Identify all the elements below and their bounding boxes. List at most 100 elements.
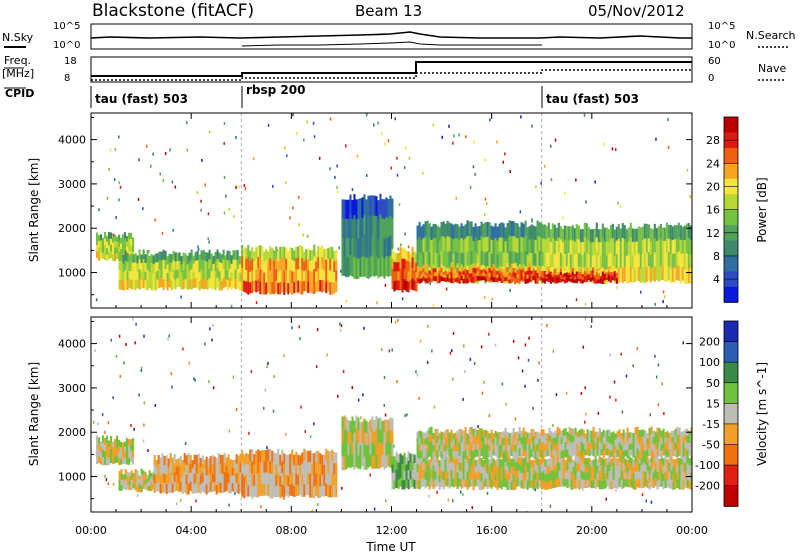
velocity-band-2-cell [219,464,222,475]
power-speckle [484,158,486,162]
velocity-band-2-cell [209,464,212,475]
power-band-5-cell [486,236,489,252]
power-band-5-cell [540,253,543,269]
power-band-1-cell [182,261,185,272]
power-band-0-cell [108,252,111,260]
power-band-7-cell [645,238,648,254]
velocity-band-7-cell [526,443,529,451]
power-band-5-cell [466,251,469,268]
power-band-2-cell [243,248,246,261]
velocity-band-7-cell [600,449,603,456]
power-band-7-cell [633,228,636,243]
velocity-band-2-cell [217,462,220,474]
velocity-band-2-cell [183,472,186,483]
velocity-band-6-cell [468,472,471,481]
velocity-band-1-cell [152,480,155,485]
velocity-band-1-cell [120,468,123,475]
velocity-band-4-cell [361,443,364,456]
velocity-band-3-cell [249,449,252,462]
velocity-band-3-cell [301,452,304,465]
velocity-band-6-cell [526,454,529,464]
velocity-band-6-cell [448,471,451,481]
power-speckle [405,146,407,150]
power-speckle [171,180,174,184]
power-speckle [238,185,240,189]
velocity-speckle [431,349,433,353]
velocity-band-7-cell [508,432,511,440]
nave-tick-low: 0 [708,73,714,84]
velocity-band-6-cell [494,480,497,488]
power-speckle [204,183,207,187]
power-band-8-cell [597,276,600,281]
velocity-band-0-cell [98,456,101,464]
power-band-7-cell [595,222,598,239]
velocity-band-3-cell [325,472,328,485]
power-band-1-cell [198,263,201,273]
velocity-band-2-cell [213,456,216,466]
velocity-band-2-cell [153,454,156,465]
velocity-speckle [552,349,555,353]
power-band-6-cell [486,274,489,279]
power-band-1-cell [194,260,197,271]
power-band-6-cell [502,275,505,280]
velocity-band-3-cell [259,473,262,485]
velocity-band-6-cell [604,473,607,482]
power-band-1-cell [156,253,159,263]
power-band-8-cell [587,272,590,276]
power-band-5-cell [538,221,541,238]
power-band-1-cell [226,269,229,281]
time-x-tick-label: 16:00 [476,524,508,537]
power-band-3-cell [387,237,390,258]
velocity-band-2-cell [165,483,168,495]
velocity-band-7-cell [594,443,597,451]
power-band-3-cell [363,235,366,257]
velocity-band-2-cell [169,462,172,474]
velocity-band-4-cell [369,454,372,467]
velocity-band-6-cell [440,470,443,480]
velocity-band-3-cell [335,463,338,476]
velocity-speckle [565,391,568,395]
velocity-band-1-cell [148,475,151,482]
velocity-band-4-cell [359,433,362,446]
velocity-band-7-cell [418,430,421,439]
velocity-band-7-cell [432,432,435,440]
velocity-speckle [272,409,275,413]
power-band-6-cell [498,270,501,275]
velocity-band-6-cell [460,463,463,473]
power-band-5-cell [472,240,475,256]
power-band-5-cell [420,253,423,268]
power-band-1-cell [232,277,235,288]
power-band-7-cell [551,223,554,239]
power-y-label: Slant Range [km] [27,158,41,262]
velocity-band-7-cell [608,436,611,444]
cpid-segment-1: tau (fast) 503 [95,92,188,106]
power-band-5-cell [484,222,487,238]
velocity-band-7-cell [638,437,641,445]
power-band-1-cell [146,279,149,291]
velocity-band-3-cell [293,465,296,477]
velocity-band-1-cell [136,470,139,477]
power-band-0-cell [106,235,109,243]
velocity-band-6-cell [520,465,523,474]
velocity-speckle [195,499,197,503]
power-band-7-cell [583,222,586,239]
velocity-band-7-cell [422,451,425,459]
velocity-band-4-cell [375,428,378,443]
power-band-3-cell [391,238,394,259]
velocity-band-6-cell [584,472,587,481]
velocity-band-7-cell [620,433,623,440]
velocity-band-3-cell [283,464,286,476]
velocity-band-7-cell [600,437,603,444]
power-band-5-cell [460,237,463,254]
velocity-band-6-cell [490,471,493,481]
velocity-band-7-cell [652,444,655,452]
velocity-band-7-cell [624,432,627,440]
velocity-band-2-cell [173,472,176,483]
power-band-7-cell [621,223,624,239]
power-band-6-cell [448,268,451,273]
power-band-1-cell [228,277,231,288]
power-band-8-cell [543,266,546,272]
power-band-7-cell [583,237,586,253]
power-band-1-cell [186,272,189,282]
power-band-5-cell [524,251,527,267]
